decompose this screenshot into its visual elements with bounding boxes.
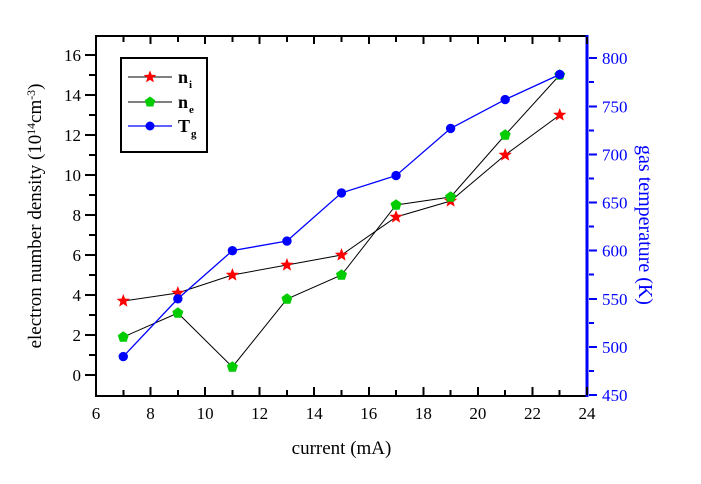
x-tick-label: 6 [92,404,101,423]
circle-marker [227,245,238,256]
x-axis-title: current (mA) [291,438,392,459]
y-left-tick-label: 0 [73,366,82,385]
x-tick-label: 14 [306,404,324,423]
legend-symbol-n_i [128,70,172,83]
circle-marker [282,236,292,246]
x-tick-label: 10 [197,404,214,423]
y-right-tick-label: 600 [602,242,628,261]
pentagon-marker [172,307,184,318]
legend-item-n_e: ne [127,90,194,116]
x-tick-label: 8 [146,404,155,423]
y-right-tick-label: 700 [602,145,628,164]
y-left-tick-label: 10 [64,166,81,185]
y-right-tick-label: 500 [602,338,628,357]
legend-label-n_e: ne [178,92,194,116]
legend-symbol-T_g [128,121,172,131]
x-tick-label: 18 [415,404,432,423]
pentagon-marker [144,96,156,107]
star-marker [389,210,403,223]
y-left-title-exponent: -3 [24,89,38,100]
x-tick-label: 20 [469,404,486,423]
legend: ni ne Tg [120,57,208,153]
y-right-tick-label: 650 [602,194,628,213]
circle-marker [145,121,155,131]
y-left-title-text: electron number density (10 [25,134,46,349]
y-right-tick-label: 750 [602,97,628,116]
circle-marker [391,170,401,181]
y-left-tick-label: 4 [73,286,82,305]
y-axis-right-title: gas temperature (K) [634,145,656,305]
y-right-tick-label: 550 [602,290,628,309]
axes [85,35,597,397]
y-left-tick-label: 2 [73,326,82,345]
star-marker [498,148,512,161]
y-left-tick-label: 16 [64,46,81,65]
legend-symbol-n_e [128,96,172,107]
x-tick-label: 16 [360,404,377,423]
pentagon-marker [226,361,238,372]
y-left-tick-label: 12 [64,126,81,145]
star-marker [334,248,349,261]
star-marker [116,294,130,307]
y-left-title-close: ) [25,83,46,90]
pentagon-marker [445,191,457,202]
circle-marker [173,294,183,304]
star-marker [143,70,157,83]
pentagon-marker [117,331,129,342]
pentagon-marker [335,269,348,280]
x-tick-label: 24 [579,404,597,423]
legend-label-T_g: Tg [178,116,197,140]
circle-marker [336,188,347,198]
pentagon-marker [281,293,293,304]
y-left-tick-label: 14 [64,86,82,105]
star-marker [171,286,185,299]
circle-marker [445,123,456,134]
circle-marker [555,69,565,80]
pentagon-marker [499,129,511,140]
circle-marker [118,351,128,362]
star-marker [280,258,294,271]
circle-marker [500,94,510,105]
x-tick-label: 12 [251,404,268,423]
series-T_g [118,69,565,362]
y-axis-left-title: electron number density (1014cm-3) [25,16,51,416]
y-left-title-unit: cm [25,99,46,123]
y-right-tick-label: 800 [602,49,628,68]
y-right-tick-label: 450 [602,386,628,405]
legend-item-T_g: Tg [127,114,197,140]
star-marker [225,268,240,281]
pentagon-marker [390,199,402,210]
x-tick-label: 22 [524,404,541,423]
y-left-tick-label: 6 [73,246,82,265]
y-left-tick-label: 8 [73,206,82,225]
legend-label-n_i: ni [178,67,193,91]
y-left-title-superscript: 14 [24,122,38,135]
legend-item-n_i: ni [127,65,193,91]
tick-labels: 6 8 10 12 14 16 18 20 22 240246810121416450500550… [64,46,628,423]
star-marker [553,108,567,121]
